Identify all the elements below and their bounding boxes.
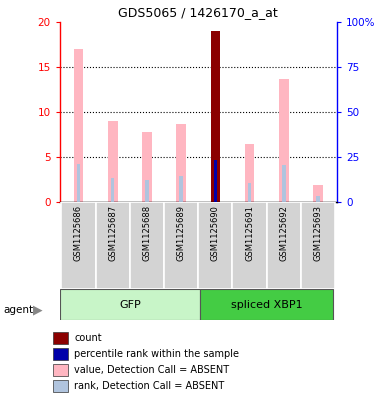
Bar — [95, 202, 130, 289]
Text: GSM1125692: GSM1125692 — [280, 205, 288, 261]
Text: spliced XBP1: spliced XBP1 — [231, 299, 303, 310]
Bar — [53, 348, 68, 360]
Bar — [248, 184, 251, 202]
Text: value, Detection Call = ABSENT: value, Detection Call = ABSENT — [74, 365, 229, 375]
Text: GSM1125686: GSM1125686 — [74, 205, 83, 261]
Bar — [316, 196, 320, 202]
Bar — [74, 49, 83, 202]
Bar — [282, 165, 286, 202]
Bar — [53, 332, 68, 344]
Bar — [267, 202, 301, 289]
Bar — [60, 289, 200, 320]
Bar — [176, 124, 186, 202]
Text: agent: agent — [4, 305, 34, 316]
Title: GDS5065 / 1426170_a_at: GDS5065 / 1426170_a_at — [119, 6, 278, 19]
Bar — [313, 185, 323, 202]
Bar — [301, 202, 335, 289]
Text: GFP: GFP — [119, 299, 141, 310]
Bar — [111, 178, 114, 202]
Bar — [214, 160, 217, 202]
Bar — [164, 202, 198, 289]
Text: GSM1125693: GSM1125693 — [313, 205, 323, 261]
Bar — [233, 202, 267, 289]
Text: rank, Detection Call = ABSENT: rank, Detection Call = ABSENT — [74, 381, 224, 391]
Text: GSM1125690: GSM1125690 — [211, 205, 220, 261]
Bar — [200, 289, 333, 320]
Bar — [142, 132, 152, 202]
Bar — [245, 143, 254, 202]
Bar — [179, 176, 183, 202]
Text: percentile rank within the sample: percentile rank within the sample — [74, 349, 239, 359]
Bar — [198, 202, 233, 289]
Text: GSM1125691: GSM1125691 — [245, 205, 254, 261]
Text: GSM1125687: GSM1125687 — [108, 205, 117, 261]
Text: ▶: ▶ — [33, 303, 42, 317]
Text: GSM1125689: GSM1125689 — [177, 205, 186, 261]
Bar — [130, 202, 164, 289]
Bar — [53, 364, 68, 376]
Text: GSM1125688: GSM1125688 — [142, 205, 151, 261]
Bar — [77, 163, 80, 202]
Bar — [279, 79, 289, 202]
Bar — [145, 180, 149, 202]
Bar — [61, 202, 95, 289]
Bar — [108, 121, 117, 202]
Bar — [211, 31, 220, 202]
Text: count: count — [74, 333, 102, 343]
Bar — [53, 380, 68, 392]
